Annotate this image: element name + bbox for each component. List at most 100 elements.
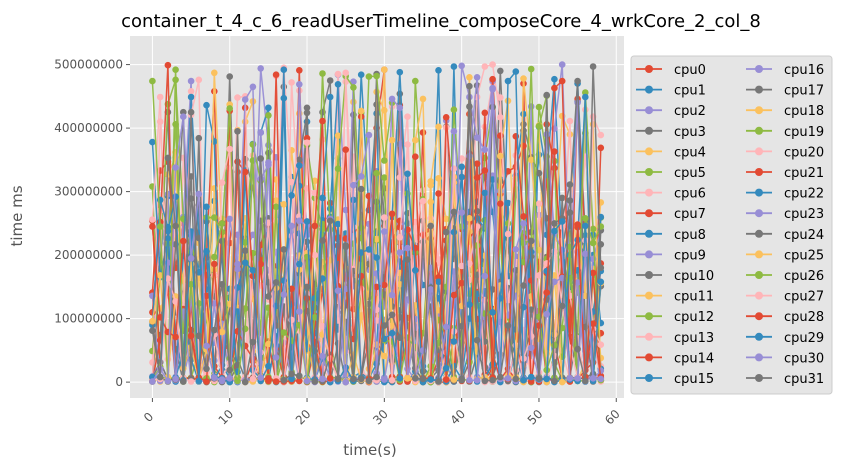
data-point-cpu23 [257, 175, 265, 183]
data-point-cpu27 [381, 214, 388, 221]
data-point-cpu28 [265, 375, 272, 382]
data-point-cpu30 [442, 323, 450, 331]
data-point-cpu11 [435, 123, 442, 131]
data-point-cpu31 [195, 332, 203, 340]
data-point-cpu31 [597, 264, 605, 272]
data-point-cpu28 [172, 333, 179, 341]
data-point-cpu30 [450, 128, 458, 135]
data-point-cpu27 [164, 275, 172, 282]
data-point-cpu23 [396, 104, 404, 112]
data-point-cpu31 [582, 377, 589, 385]
y-tick-label: 400000000 [54, 121, 123, 135]
legend-marker-cpu9 [645, 250, 653, 259]
data-point-cpu29 [404, 170, 411, 178]
data-point-cpu29 [280, 66, 288, 73]
data-point-cpu29 [512, 68, 520, 75]
data-point-cpu7 [296, 67, 303, 74]
data-point-cpu16 [257, 129, 265, 136]
legend-marker-cpu20 [755, 147, 763, 156]
data-point-cpu20 [218, 179, 226, 186]
data-point-cpu30 [481, 272, 489, 280]
data-point-cpu29 [527, 373, 535, 381]
legend-marker-cpu26 [755, 271, 763, 279]
data-point-cpu25 [520, 75, 527, 82]
legend-label-cpu15: cpu15 [674, 372, 714, 387]
data-point-cpu2 [265, 141, 272, 149]
data-point-cpu30 [543, 310, 550, 318]
data-point-cpu22 [334, 220, 342, 228]
data-point-cpu31 [149, 327, 156, 335]
data-point-cpu25 [427, 198, 435, 206]
data-point-cpu29 [388, 329, 396, 337]
legend-label-cpu0: cpu0 [674, 63, 706, 78]
data-point-cpu31 [435, 378, 442, 385]
data-point-cpu29 [203, 203, 210, 211]
data-point-cpu22 [450, 338, 458, 345]
legend-marker-cpu6 [645, 188, 653, 197]
data-point-cpu31 [357, 185, 365, 193]
data-point-cpu30 [365, 131, 373, 139]
data-point-cpu13 [497, 94, 504, 101]
legend-label-cpu4: cpu4 [674, 145, 706, 160]
data-point-cpu21 [257, 260, 265, 268]
data-point-cpu30 [396, 249, 404, 256]
legend-label-cpu24: cpu24 [784, 228, 824, 243]
data-point-cpu17 [303, 109, 311, 117]
data-point-cpu15 [149, 138, 156, 146]
legend-label-cpu10: cpu10 [674, 269, 714, 284]
data-point-cpu27 [303, 139, 311, 146]
data-point-cpu8 [265, 104, 272, 112]
data-point-cpu31 [249, 338, 257, 346]
data-point-cpu26 [211, 253, 218, 261]
data-point-cpu9 [187, 77, 195, 85]
x-tick-label: 50 [525, 407, 546, 428]
data-point-cpu28 [543, 289, 550, 296]
y-tick-label: 200000000 [54, 248, 123, 262]
data-point-cpu26 [234, 377, 241, 385]
data-point-cpu30 [582, 250, 589, 258]
data-point-cpu28 [574, 221, 581, 228]
data-point-cpu17 [187, 195, 195, 202]
data-point-cpu27 [388, 376, 396, 384]
data-point-cpu28 [388, 210, 396, 218]
data-point-cpu24 [566, 181, 574, 188]
legend-label-cpu23: cpu23 [784, 207, 824, 222]
axes: 0100000000200000000300000000400000000500… [54, 58, 623, 428]
data-point-cpu29 [597, 278, 605, 286]
data-point-cpu27 [319, 322, 326, 330]
data-point-cpu30 [527, 344, 535, 352]
data-point-cpu30 [218, 376, 226, 383]
data-point-cpu31 [234, 128, 241, 135]
data-point-cpu27 [396, 234, 404, 241]
data-point-cpu26 [218, 220, 226, 227]
data-point-cpu30 [589, 375, 597, 382]
data-point-cpu18 [419, 95, 427, 103]
legend-marker-cpu2 [645, 106, 653, 115]
data-point-cpu28 [473, 174, 481, 181]
legend-marker-cpu1 [645, 85, 653, 94]
data-point-cpu31 [265, 293, 272, 300]
data-point-cpu14 [481, 109, 489, 117]
data-point-cpu27 [234, 94, 241, 101]
y-tick-label: 100000000 [54, 312, 123, 326]
data-point-cpu30 [319, 375, 326, 383]
data-point-cpu19 [272, 203, 280, 211]
data-point-cpu31 [241, 378, 249, 386]
data-point-cpu29 [582, 222, 589, 230]
data-point-cpu24 [195, 134, 203, 142]
data-point-cpu1 [450, 63, 458, 70]
legend-marker-cpu10 [645, 271, 653, 279]
data-point-cpu24 [551, 220, 558, 227]
data-point-cpu31 [473, 336, 481, 344]
data-point-cpu31 [257, 155, 265, 162]
y-tick-label: 500000000 [54, 58, 123, 72]
data-point-cpu27 [597, 341, 605, 349]
data-point-cpu16 [458, 62, 466, 70]
data-point-cpu25 [466, 215, 473, 222]
data-point-cpu1 [435, 67, 442, 74]
legend-marker-cpu29 [755, 332, 763, 341]
data-point-cpu30 [458, 209, 466, 216]
data-point-cpu31 [172, 222, 179, 230]
data-point-cpu23 [350, 78, 357, 85]
data-point-cpu26 [504, 220, 512, 227]
